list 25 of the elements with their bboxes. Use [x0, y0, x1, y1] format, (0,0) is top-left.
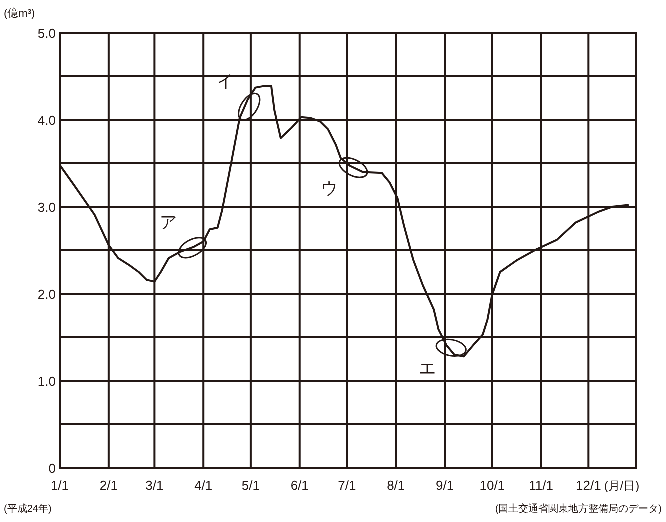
y-tick-label: 5.0: [38, 26, 56, 41]
y-tick-label: 1.0: [38, 374, 56, 389]
y-tick-label: 2.0: [38, 287, 56, 302]
x-tick-label: 4/1: [194, 478, 213, 493]
x-tick-label: 10/1: [480, 478, 506, 493]
x-tick-label: 11/1: [529, 478, 554, 493]
x-tick-label: 9/1: [436, 478, 454, 493]
x-axis-title: (月/日): [604, 479, 640, 493]
x-tick-label: 8/1: [387, 478, 406, 493]
x-tick-label: 12/1: [576, 478, 602, 493]
x-tick-label: 5/1: [242, 478, 260, 493]
y-axis-title: (億m³): [4, 7, 36, 20]
annotation: ア: [160, 212, 178, 232]
text: (平成24年): [4, 503, 52, 515]
y-tick-label: 0: [48, 461, 56, 476]
x-tick-label: 1/1: [50, 478, 70, 493]
x-tick-label: 7/1: [338, 478, 356, 493]
text: (国土交通省関東地方整備局のデータ): [495, 503, 662, 515]
y-tick-label: 3.0: [38, 200, 56, 215]
annotation: ウ: [321, 178, 338, 198]
x-tick-label: 2/1: [100, 478, 118, 493]
y-tick-label: 4.0: [38, 113, 56, 128]
x-tick-label: 3/1: [146, 478, 164, 493]
x-tick-label: 6/1: [290, 478, 309, 493]
annotation: エ: [418, 358, 436, 378]
